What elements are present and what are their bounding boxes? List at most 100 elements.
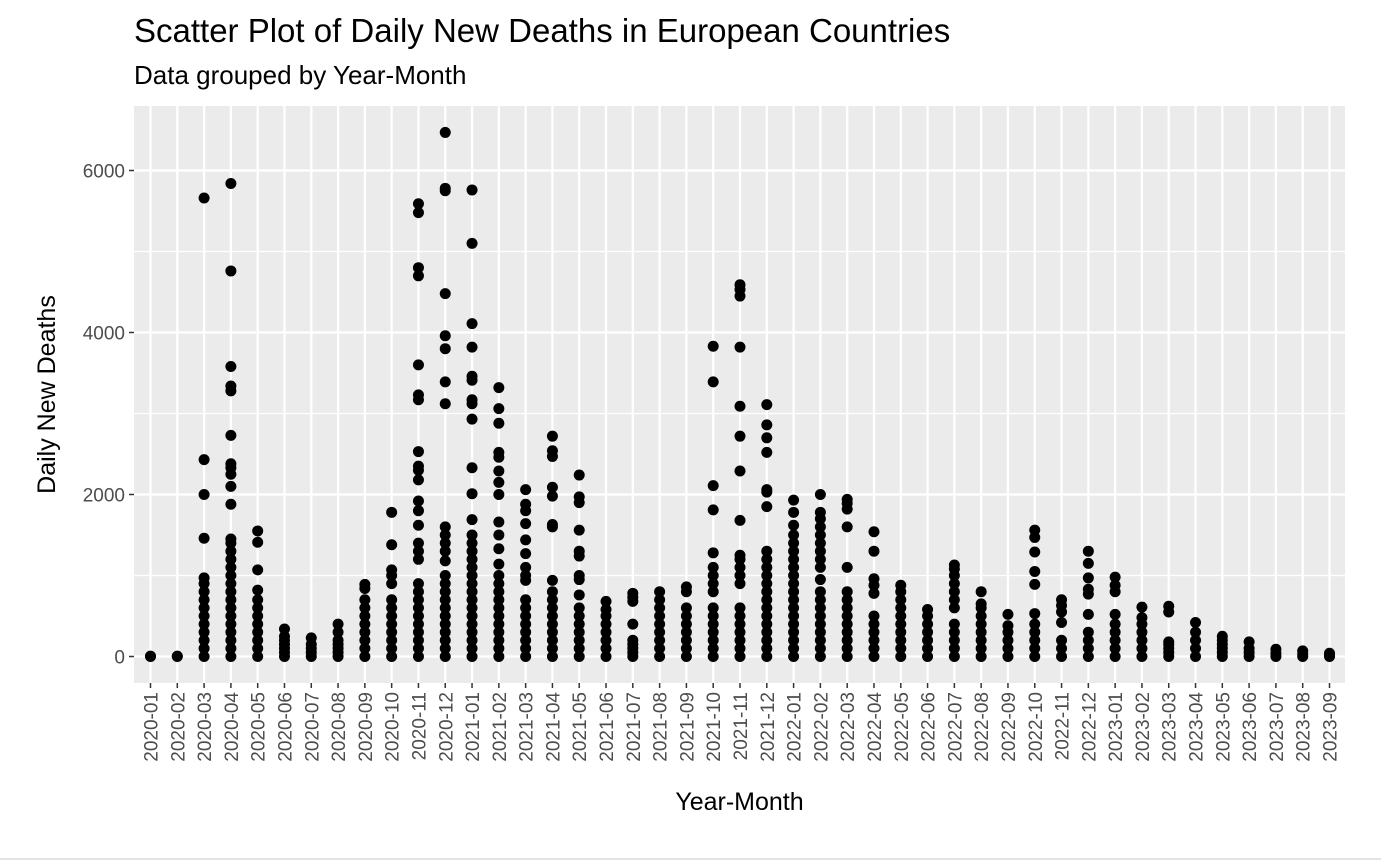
data-point [1136,626,1148,638]
data-point [386,618,398,630]
data-point [573,626,585,638]
data-point [948,594,960,606]
data-point [466,618,478,630]
data-point [359,578,371,590]
data-point [600,618,612,630]
data-point [198,618,210,630]
data-point [198,586,210,598]
data-point [707,651,719,662]
data-point [493,382,505,394]
data-point [1002,620,1014,632]
data-point [412,610,424,622]
data-point [439,626,451,638]
data-point [493,602,505,614]
data-point [466,370,478,382]
data-point [412,389,424,401]
data-point [922,618,934,630]
data-point [493,570,505,581]
data-point [412,553,424,565]
data-point [493,578,505,590]
data-point [1056,594,1068,606]
data-point [814,553,826,565]
data-point [788,651,800,662]
data-point [573,610,585,622]
data-point [520,626,532,638]
data-point [600,642,612,654]
data-point [1056,642,1068,654]
data-point [761,432,773,444]
data-point [198,642,210,654]
data-point [814,610,826,622]
data-point [466,237,478,249]
data-point [412,626,424,638]
data-point [546,610,558,622]
data-point [225,458,237,470]
data-point [975,626,987,638]
data-point [439,398,451,410]
data-point [520,618,532,630]
data-point [1297,645,1309,657]
data-point [734,465,746,477]
data-point [466,341,478,353]
data-point [1109,651,1121,662]
x-tick-label: 2023-02 [1133,692,1154,762]
data-point [466,413,478,425]
data-point [145,650,156,662]
data-point [734,279,746,291]
data-point [868,610,880,622]
data-point [1109,626,1121,638]
data-point [493,586,505,598]
data-point [359,651,371,662]
x-tick-label: 2020-10 [383,692,404,762]
x-tick-label: 2023-06 [1240,692,1261,762]
data-point [841,610,853,622]
data-point [895,651,907,662]
data-point [466,594,478,606]
data-point [1082,572,1094,584]
data-point [412,495,424,507]
bottom-divider [0,858,1381,860]
data-point [359,594,371,606]
data-point [386,564,398,576]
data-point [546,602,558,614]
data-point [975,634,987,646]
data-point [814,545,826,557]
data-point [627,618,639,630]
data-point [252,594,264,606]
data-point [814,489,826,500]
data-point [225,429,237,441]
data-point [520,548,532,560]
data-point [520,484,532,496]
data-point [814,529,826,541]
data-point [975,618,987,630]
data-point [493,465,505,477]
data-point [1029,524,1041,536]
data-point [493,403,505,415]
data-point [734,561,746,573]
data-point [1109,618,1121,630]
x-tick-label: 2020-08 [329,692,350,762]
data-point [439,343,451,355]
x-tick-label: 2020-06 [275,692,296,762]
data-point [386,634,398,646]
data-point [305,632,317,644]
data-point [948,634,960,646]
data-point [225,570,237,581]
data-point [466,578,478,590]
y-tick-label: 4000 [83,324,125,345]
data-point [466,634,478,646]
data-point [1082,642,1094,654]
data-point [707,610,719,622]
data-point [439,521,451,533]
data-point [841,594,853,606]
data-point [252,618,264,630]
data-point [225,545,237,557]
data-point [466,642,478,654]
data-point [814,561,826,573]
data-point [412,262,424,274]
x-tick-label: 2020-01 [142,692,163,762]
data-point [761,501,773,513]
data-point [546,430,558,442]
data-point [412,359,424,371]
data-point [788,506,800,518]
